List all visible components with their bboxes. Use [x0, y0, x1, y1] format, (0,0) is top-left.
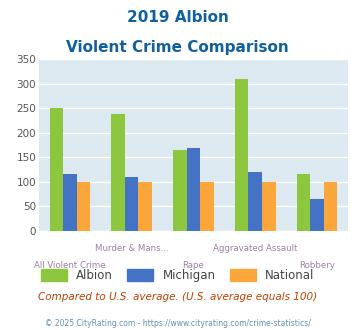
Bar: [200, 182, 214, 231]
Bar: [138, 182, 152, 231]
Text: Compared to U.S. average. (U.S. average equals 100): Compared to U.S. average. (U.S. average …: [38, 292, 317, 302]
Bar: [235, 79, 248, 231]
Text: © 2025 CityRating.com - https://www.cityrating.com/crime-statistics/: © 2025 CityRating.com - https://www.city…: [45, 319, 310, 328]
Legend: Albion, Michigan, National: Albion, Michigan, National: [35, 263, 320, 288]
Text: All Violent Crime: All Violent Crime: [34, 261, 106, 270]
Bar: [248, 172, 262, 231]
Bar: [187, 148, 200, 231]
Text: Murder & Mans...: Murder & Mans...: [95, 244, 169, 253]
Bar: [324, 182, 337, 231]
Bar: [125, 177, 138, 231]
Bar: [50, 109, 63, 231]
Bar: [262, 182, 275, 231]
Text: Aggravated Assault: Aggravated Assault: [213, 244, 297, 253]
Text: Violent Crime Comparison: Violent Crime Comparison: [66, 40, 289, 54]
Bar: [77, 182, 90, 231]
Bar: [173, 150, 187, 231]
Text: 2019 Albion: 2019 Albion: [127, 10, 228, 25]
Text: Rape: Rape: [182, 261, 204, 270]
Text: Robbery: Robbery: [299, 261, 335, 270]
Bar: [63, 174, 77, 231]
Bar: [297, 174, 310, 231]
Bar: [111, 114, 125, 231]
Bar: [310, 199, 324, 231]
